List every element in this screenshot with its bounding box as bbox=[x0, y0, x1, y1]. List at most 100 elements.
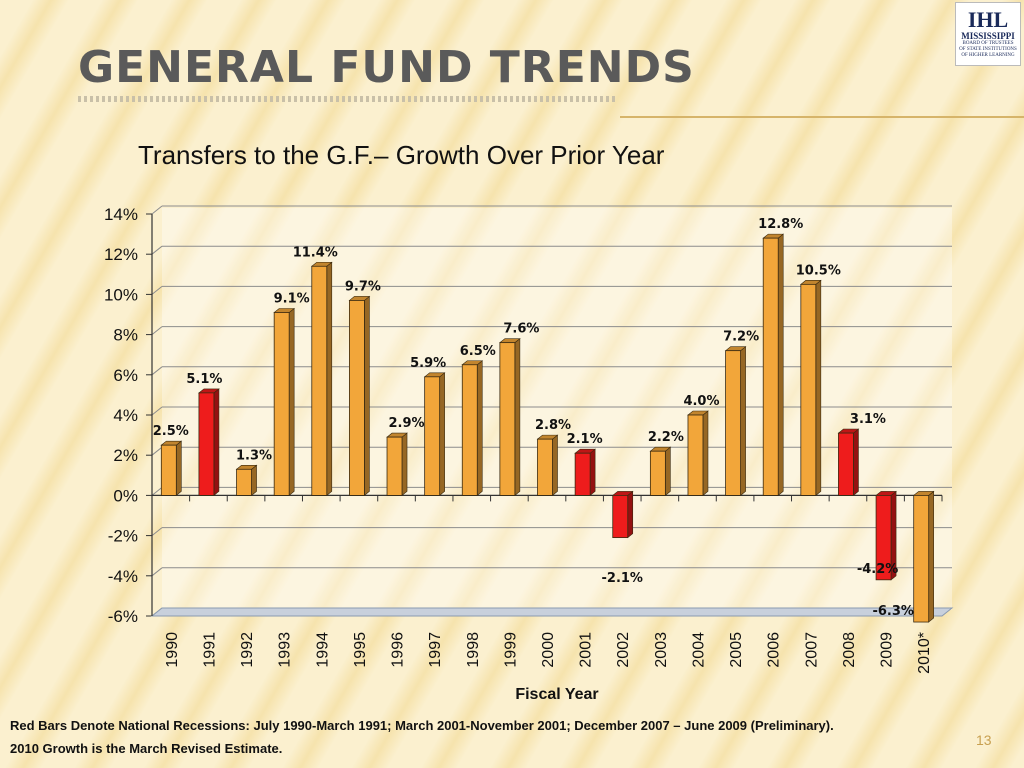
x-tick-label: 1996 bbox=[390, 632, 407, 668]
bar-side bbox=[364, 295, 370, 497]
bar-side bbox=[853, 428, 859, 497]
x-tick-label: 2008 bbox=[841, 632, 858, 668]
data-label: 12.8% bbox=[758, 217, 803, 232]
bar-side bbox=[740, 346, 746, 497]
logo-line-2: OF STATE INSTITUTIONS bbox=[959, 47, 1017, 52]
bar-side bbox=[552, 434, 558, 497]
y-tick-label: -4% bbox=[108, 567, 138, 586]
x-tick-label: 1991 bbox=[201, 632, 218, 668]
data-label: 3.1% bbox=[850, 412, 886, 427]
bar-1999 bbox=[499, 342, 516, 496]
y-tick-label: -6% bbox=[108, 607, 138, 626]
x-tick-label: 2000 bbox=[540, 632, 557, 668]
bar-side bbox=[401, 432, 408, 497]
bar-side bbox=[589, 448, 596, 497]
x-tick-label: 2004 bbox=[690, 632, 707, 668]
x-tick-label: 1999 bbox=[502, 632, 519, 668]
ihl-logo: IHL MISSISSIPPI BOARD OF TRUSTEES OF STA… bbox=[955, 2, 1021, 66]
data-label: -2.1% bbox=[602, 571, 643, 586]
data-label: 6.5% bbox=[460, 344, 496, 359]
bar-side bbox=[702, 410, 709, 497]
y-tick-label: 4% bbox=[113, 406, 138, 425]
data-label: 7.6% bbox=[503, 322, 539, 337]
bar-2010* bbox=[913, 494, 930, 623]
data-label: 11.4% bbox=[293, 245, 338, 260]
bar-side bbox=[213, 388, 220, 497]
bar-1992 bbox=[236, 468, 252, 496]
data-label: 9.7% bbox=[345, 279, 381, 294]
x-tick-label: 2010* bbox=[916, 632, 933, 674]
data-label: 4.0% bbox=[683, 394, 719, 409]
logo-line-3: OF HIGHER LEARNING bbox=[961, 53, 1015, 58]
bar-1995 bbox=[349, 300, 365, 496]
bar-side bbox=[928, 490, 934, 623]
y-tick-label: 2% bbox=[113, 446, 138, 465]
x-tick-label: 2005 bbox=[728, 632, 745, 668]
x-tick-label: 1995 bbox=[352, 632, 369, 668]
bar-1996 bbox=[386, 436, 403, 496]
bar-2002 bbox=[612, 494, 629, 539]
logo-state: MISSISSIPPI bbox=[961, 31, 1015, 41]
bar-side bbox=[176, 440, 182, 497]
bar-1998 bbox=[461, 364, 478, 496]
bar-1997 bbox=[424, 376, 441, 496]
bar-side bbox=[251, 464, 257, 497]
x-tick-label: 1994 bbox=[314, 632, 331, 668]
logo-mark: IHL bbox=[967, 7, 1009, 32]
data-label: 2.9% bbox=[388, 416, 424, 431]
bar-2003 bbox=[649, 450, 666, 496]
y-tick-label: 14% bbox=[104, 205, 138, 224]
data-label: 2.8% bbox=[535, 418, 571, 433]
bar-side bbox=[665, 446, 671, 497]
x-tick-label: 1990 bbox=[164, 632, 181, 668]
data-label: -4.2% bbox=[857, 562, 898, 577]
bar-side bbox=[439, 372, 445, 497]
header-rule bbox=[620, 116, 1024, 118]
x-tick-label: 2009 bbox=[879, 632, 896, 668]
bar-1990 bbox=[160, 444, 177, 496]
bar-1991 bbox=[198, 392, 215, 496]
gridline-diagonal bbox=[151, 567, 163, 577]
gridline-diagonal bbox=[151, 205, 163, 215]
bar-side bbox=[514, 338, 521, 497]
y-tick-label: 0% bbox=[113, 486, 138, 505]
chart-title: Transfers to the G.F.– Growth Over Prior… bbox=[138, 140, 665, 170]
footnote-estimate: 2010 Growth is the March Revised Estimat… bbox=[10, 741, 283, 756]
bar-2009 bbox=[875, 494, 892, 581]
bar-2006 bbox=[762, 237, 779, 496]
page-number: 13 bbox=[976, 732, 992, 748]
bar-side bbox=[476, 360, 483, 497]
data-label: 2.2% bbox=[648, 430, 684, 445]
data-label: 7.2% bbox=[723, 330, 759, 345]
gridline-diagonal bbox=[151, 527, 163, 536]
bar-side bbox=[326, 261, 333, 497]
x-tick-label: 2002 bbox=[615, 632, 632, 668]
title-underline bbox=[78, 96, 618, 102]
slide-title: GENERAL FUND TRENDS bbox=[78, 42, 695, 93]
bar-1994 bbox=[311, 265, 328, 496]
y-tick-label: 10% bbox=[104, 285, 138, 304]
y-tick-label: 12% bbox=[104, 245, 138, 264]
x-tick-label: 1993 bbox=[277, 632, 294, 668]
data-label: -6.3% bbox=[872, 604, 913, 619]
x-tick-label: 2003 bbox=[653, 632, 670, 668]
x-tick-label: 1992 bbox=[239, 632, 256, 668]
bar-side bbox=[815, 279, 822, 497]
gridline-diagonal bbox=[151, 245, 163, 255]
plot-floor bbox=[150, 607, 954, 617]
y-tick-label: -2% bbox=[108, 527, 138, 546]
x-tick-label: 2007 bbox=[803, 632, 820, 668]
bar-2001 bbox=[574, 452, 591, 496]
gridline-diagonal bbox=[151, 286, 163, 295]
x-tick-label: 2006 bbox=[766, 632, 783, 668]
data-label: 1.3% bbox=[236, 448, 272, 463]
gridline-diagonal bbox=[151, 326, 163, 335]
bar-1993 bbox=[273, 312, 290, 496]
y-tick-label: 6% bbox=[113, 366, 138, 385]
data-label: 2.1% bbox=[567, 432, 603, 447]
gridline-diagonal bbox=[151, 446, 163, 456]
bar-side bbox=[627, 490, 634, 539]
gridline-diagonal bbox=[151, 406, 163, 416]
bar-side bbox=[777, 233, 784, 497]
